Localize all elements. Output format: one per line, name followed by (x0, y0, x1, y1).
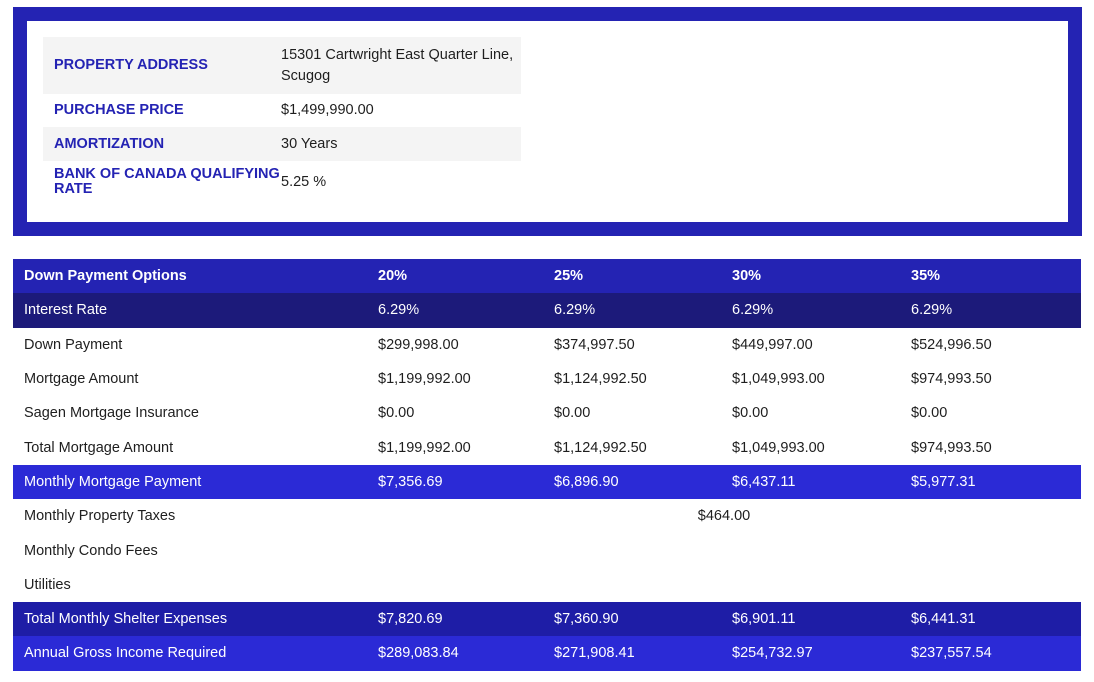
table-cell: 6.29% (732, 302, 774, 319)
table-cell: $6,901.11 (732, 611, 796, 628)
table-row-mortgage-insurance: Sagen Mortgage Insurance $0.00 $0.00 $0.… (13, 396, 1081, 431)
row-label: Mortgage Amount (24, 371, 139, 388)
down-payment-table: Down Payment Options 20% 25% 30% 35% Int… (13, 259, 1081, 671)
table-cell: $271,908.41 (554, 645, 635, 662)
table-cell: $374,997.50 (554, 336, 635, 353)
table-cell: 6.29% (911, 302, 953, 319)
table-row-interest-rate: Interest Rate 6.29% 6.29% 6.29% 6.29% (13, 293, 1081, 328)
table-cell: $0.00 (911, 405, 948, 422)
table-cell: $7,360.90 (554, 611, 619, 628)
table-cell: $1,124,992.50 (554, 371, 647, 388)
table-cell: $6,437.11 (732, 473, 796, 490)
table-row-down-payment: Down Payment $299,998.00 $374,997.50 $44… (13, 327, 1081, 362)
table-row-annual-income: Annual Gross Income Required $289,083.84… (13, 636, 1081, 671)
table-cell: $254,732.97 (732, 645, 813, 662)
table-cell: $7,820.69 (378, 611, 443, 628)
header-cell: Down Payment Options (24, 268, 187, 285)
row-label: Down Payment (24, 336, 123, 353)
property-row-qualifying-rate: BANK OF CANADA QUALIFYING RATE 5.25 % (43, 161, 521, 203)
table-cell: $1,049,993.00 (732, 371, 825, 388)
property-address-value: 15301 Cartwright East Quarter Line, Scug… (281, 46, 514, 84)
table-row-property-taxes: Monthly Property Taxes $464.00 (13, 499, 1081, 534)
table-cell: $0.00 (554, 405, 591, 422)
table-cell: $6,896.90 (554, 473, 619, 490)
purchase-price-label: PURCHASE PRICE (54, 102, 184, 118)
header-cell: 25% (554, 268, 584, 285)
property-row-price: PURCHASE PRICE $1,499,990.00 (43, 94, 521, 127)
property-summary-panel: PROPERTY ADDRESS 15301 Cartwright East Q… (13, 7, 1082, 236)
qualifying-rate-label: BANK OF CANADA QUALIFYING RATE (54, 166, 280, 197)
table-row-monthly-payment: Monthly Mortgage Payment $7,356.69 $6,89… (13, 464, 1081, 500)
table-cell: $6,441.31 (911, 611, 976, 628)
row-label: Utilities (24, 576, 71, 593)
table-cell: $974,993.50 (911, 439, 992, 456)
table-cell: 6.29% (554, 302, 596, 319)
table-cell: $1,049,993.00 (732, 439, 825, 456)
purchase-price-value: $1,499,990.00 (281, 102, 374, 118)
table-row-mortgage-amount: Mortgage Amount $1,199,992.00 $1,124,992… (13, 361, 1081, 397)
row-label: Monthly Condo Fees (24, 542, 158, 559)
table-cell: $0.00 (732, 405, 769, 422)
property-address-label: PROPERTY ADDRESS (54, 57, 208, 73)
table-cell: 6.29% (378, 302, 420, 319)
table-cell: $299,998.00 (378, 336, 459, 353)
row-label: Total Monthly Shelter Expenses (24, 611, 228, 628)
table-cell: $5,977.31 (911, 473, 976, 490)
row-label: Sagen Mortgage Insurance (24, 405, 199, 422)
amortization-value: 30 Years (281, 135, 338, 152)
table-row-total-shelter: Total Monthly Shelter Expenses $7,820.69… (13, 601, 1081, 637)
property-row-address: PROPERTY ADDRESS 15301 Cartwright East Q… (43, 37, 521, 94)
table-cell: $1,124,992.50 (554, 439, 647, 456)
header-cell: 30% (732, 268, 762, 285)
header-cell: 20% (378, 268, 408, 285)
property-row-amortization: AMORTIZATION 30 Years (43, 127, 521, 161)
table-row-condo-fees: Monthly Condo Fees (13, 533, 1081, 568)
row-label: Monthly Property Taxes (24, 508, 176, 525)
row-label: Annual Gross Income Required (24, 645, 227, 662)
table-cell: $1,199,992.00 (378, 371, 471, 388)
table-cell: $0.00 (378, 405, 415, 422)
property-details-table: PROPERTY ADDRESS 15301 Cartwright East Q… (43, 37, 521, 203)
qualifying-rate-value: 5.25 % (281, 173, 327, 190)
row-label: Interest Rate (24, 302, 108, 319)
table-cell: $1,199,992.00 (378, 439, 471, 456)
down-payment-header-row: Down Payment Options 20% 25% 30% 35% (13, 259, 1081, 294)
header-cell: 35% (911, 268, 941, 285)
row-label: Total Mortgage Amount (24, 439, 174, 456)
table-cell: $7,356.69 (378, 473, 443, 490)
property-summary-inner: PROPERTY ADDRESS 15301 Cartwright East Q… (27, 21, 1068, 222)
property-taxes-value: $464.00 (697, 508, 751, 525)
table-cell: $974,993.50 (911, 371, 992, 388)
table-cell: $524,996.50 (911, 336, 992, 353)
table-row-utilities: Utilities (13, 567, 1081, 602)
table-cell: $449,997.00 (732, 336, 813, 353)
table-cell: $289,083.84 (378, 645, 459, 662)
table-cell: $237,557.54 (911, 645, 992, 662)
amortization-label: AMORTIZATION (54, 135, 165, 152)
row-label: Monthly Mortgage Payment (24, 473, 202, 490)
table-row-total-mortgage: Total Mortgage Amount $1,199,992.00 $1,1… (13, 430, 1081, 465)
